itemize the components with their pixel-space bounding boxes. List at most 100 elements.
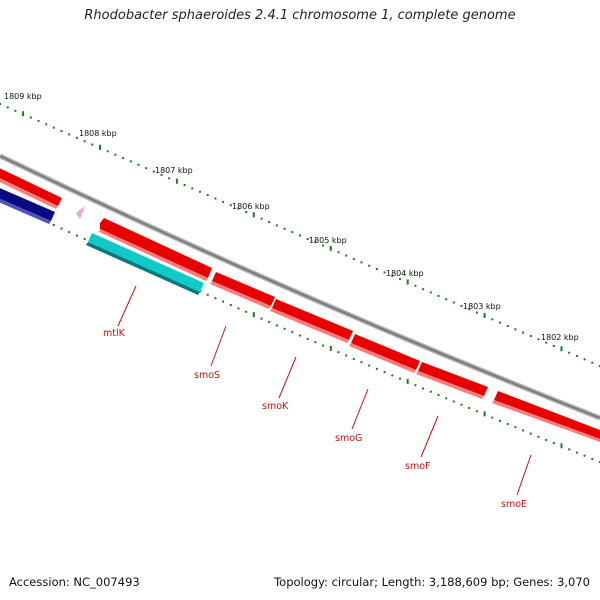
tick-mark (537, 435, 540, 438)
tick-mark (214, 197, 217, 200)
tick-mark (329, 345, 332, 351)
gene-label-smoG: smoG (335, 433, 362, 444)
gene-red-1[interactable] (99, 218, 212, 281)
gene-smoS[interactable] (210, 272, 275, 309)
tick-mark (145, 167, 148, 170)
kbp-label: 1809 kbp (4, 92, 42, 101)
tick-mark (406, 279, 409, 285)
tick-mark (83, 238, 86, 241)
kbp-label: 1805 kbp (309, 236, 347, 245)
tick-mark (345, 254, 348, 257)
tick-mark (352, 357, 355, 360)
chromosome-backbone-core (0, 155, 600, 419)
tick-mark (429, 291, 432, 294)
kbp-label: 1804 kbp (386, 269, 424, 278)
tick-mark (552, 442, 555, 445)
gene-smoK[interactable] (270, 299, 353, 343)
tick-mark (229, 204, 232, 207)
kbp-label: 1803 kbp (463, 302, 501, 311)
leader-line (117, 285, 137, 327)
gene-smoF[interactable] (416, 362, 488, 399)
tick-mark (406, 378, 409, 384)
tick-mark (383, 271, 386, 274)
tick-mark (437, 394, 440, 396)
tick-mark (414, 284, 417, 287)
tick-mark (468, 407, 471, 409)
tick-mark (283, 327, 286, 330)
tick-mark (399, 278, 401, 281)
tick-mark (329, 245, 332, 251)
tick-mark (522, 331, 525, 334)
gene-navy-left[interactable] (0, 186, 55, 224)
tick-mark (75, 136, 78, 139)
tick-mark (299, 234, 301, 237)
tick-mark (337, 251, 340, 254)
tick-mark (306, 337, 309, 340)
tick-mark (391, 374, 394, 377)
tick-mark (375, 367, 378, 370)
tick-mark (491, 416, 494, 419)
gene-mtlK[interactable] (86, 233, 204, 295)
tick-mark (545, 439, 548, 441)
leader-line (351, 388, 369, 430)
tick-mark (368, 264, 371, 267)
tick-mark (460, 403, 463, 406)
leader-line (516, 454, 532, 496)
tick-mark (129, 160, 132, 163)
tick-mark (160, 173, 163, 176)
gene-label-smoF: smoF (405, 461, 430, 472)
tick-mark (322, 344, 325, 347)
tick-mark (229, 304, 232, 306)
tick-mark (52, 224, 55, 226)
tick-mark (283, 227, 286, 230)
tick-mark (583, 454, 586, 457)
gene-label-smoE: smoE (501, 499, 527, 510)
tick-mark (83, 140, 86, 143)
tick-mark (368, 364, 371, 367)
tick-mark (475, 410, 478, 413)
tick-mark (514, 426, 517, 429)
gene-smoE[interactable] (492, 391, 600, 442)
tick-mark (275, 324, 278, 327)
tick-mark (414, 384, 417, 387)
tick-mark (60, 227, 63, 230)
tick-mark (314, 241, 317, 244)
gene-label-mtlK: mtlK (103, 328, 126, 339)
tick-mark (314, 341, 317, 344)
gene-pink-arrow[interactable] (76, 206, 85, 219)
tick-mark (422, 288, 425, 291)
tick-mark (0, 103, 1, 105)
tick-mark (206, 293, 209, 296)
gene-red-left[interactable] (0, 166, 62, 209)
tick-mark (383, 371, 386, 374)
tick-mark (291, 331, 294, 334)
tick-mark (560, 443, 563, 449)
tick-mark (529, 335, 532, 337)
tick-mark (560, 346, 563, 352)
tick-mark (491, 318, 494, 321)
tick-mark (175, 178, 178, 184)
tick-mark (252, 212, 255, 218)
tick-mark (575, 355, 578, 357)
tick-mark (475, 311, 478, 314)
tick-mark (237, 207, 240, 210)
tick-mark (137, 163, 140, 166)
tick-mark (445, 298, 448, 301)
tick-mark (360, 261, 363, 264)
gene-smoG[interactable] (349, 334, 420, 373)
tick-mark (183, 184, 186, 186)
tick-mark (122, 157, 125, 160)
tick-mark (99, 144, 101, 150)
tick-mark (391, 274, 394, 277)
tick-mark (22, 111, 25, 117)
tick-mark (322, 244, 325, 247)
tick-mark (291, 231, 294, 234)
tick-mark (460, 304, 463, 307)
tick-mark (75, 234, 78, 237)
tick-mark (245, 310, 248, 313)
tick-mark (537, 338, 540, 341)
tick-mark (45, 123, 48, 126)
tick-mark (437, 294, 440, 297)
tick-mark (206, 194, 209, 197)
